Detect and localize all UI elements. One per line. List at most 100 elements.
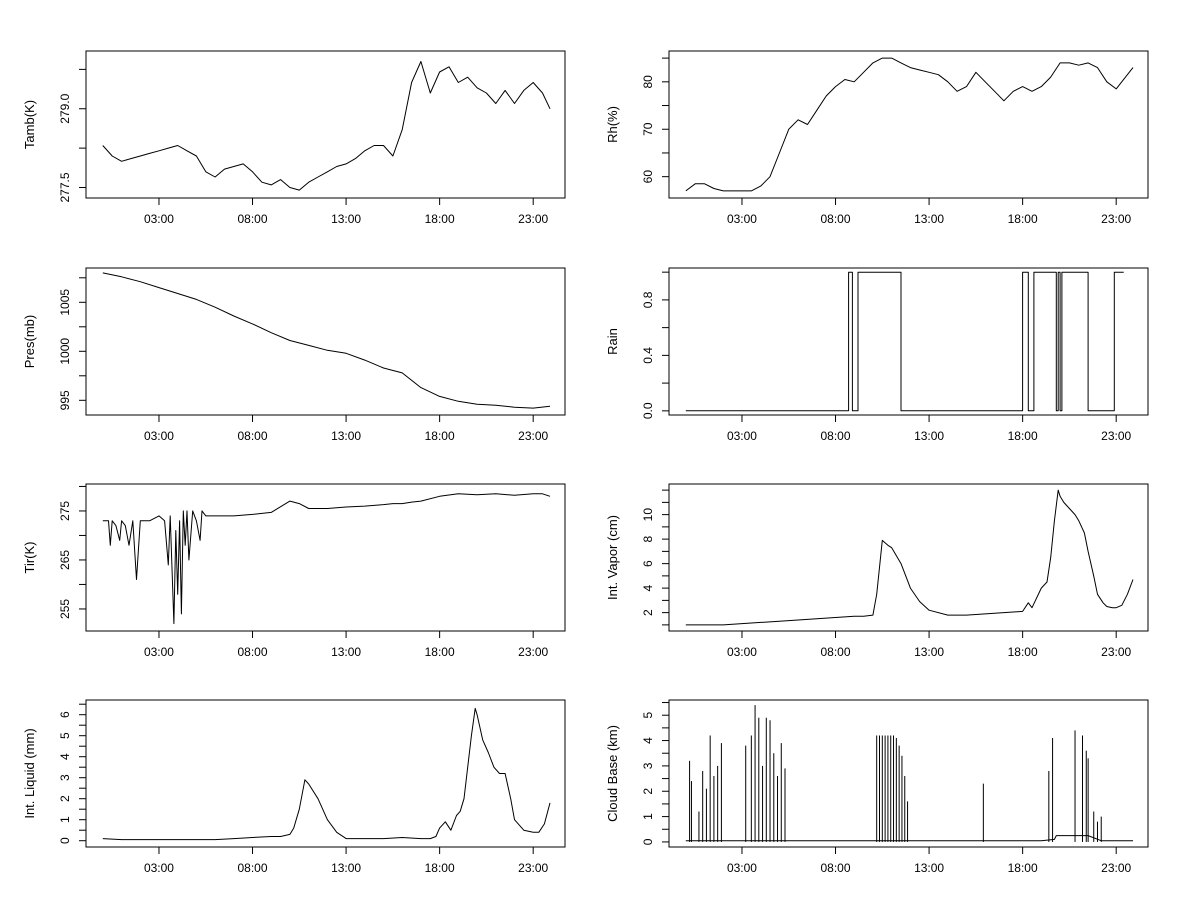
- series-line: [102, 272, 551, 409]
- y-tick-label: 3: [58, 774, 72, 781]
- chart-tamb: 03:00 08:00 13:00 18:00 23:00 277.5 279.0 Tamb(…: [22, 50, 566, 226]
- x-tick-label: 18:00: [1008, 645, 1038, 659]
- y-tick-label: 60: [641, 170, 655, 184]
- x-tick-label: 18:00: [1008, 861, 1038, 875]
- y-tick-label: 0.0: [641, 402, 655, 419]
- plot-frame: [668, 267, 1149, 416]
- plot-frame: [85, 50, 566, 199]
- y-tick-label: 10: [641, 508, 655, 522]
- y-tick-label: 1005: [58, 289, 72, 316]
- x-tick-label: 03:00: [144, 212, 174, 226]
- x-tick-label: 13:00: [914, 645, 944, 659]
- x-tick-label: 13:00: [914, 861, 944, 875]
- x-tick-label: 18:00: [425, 861, 455, 875]
- x-tick-label: 03:00: [727, 429, 757, 443]
- x-tick-label: 03:00: [144, 645, 174, 659]
- y-axis-label: Int. Vapor (cm): [605, 515, 620, 600]
- y-tick-label: 0.4: [641, 347, 655, 364]
- y-tick-label: 1: [641, 813, 655, 820]
- plot-frame: [85, 699, 566, 848]
- x-tick-label: 13:00: [331, 429, 361, 443]
- plot-frame: [85, 483, 566, 632]
- x-tick-label: 08:00: [821, 429, 851, 443]
- x-tick-label: 18:00: [425, 645, 455, 659]
- series-line: [685, 489, 1134, 626]
- x-tick-label: 23:00: [1101, 429, 1131, 443]
- x-tick-label: 08:00: [821, 861, 851, 875]
- x-tick-label: 23:00: [1101, 212, 1131, 226]
- chart-cloudbase: 03:00 08:00 13:00 18:00 23:00 0 1 2 3 4 5 Cloud Bas…: [605, 699, 1149, 875]
- x-tick-label: 23:00: [1101, 861, 1131, 875]
- y-tick-label: 0: [58, 837, 72, 844]
- y-axis-label: Rh(%): [605, 106, 620, 143]
- y-axis-label: Int. Liquid (mm): [22, 728, 37, 818]
- y-tick-label: 5: [641, 712, 655, 719]
- y-tick-label: 277.5: [58, 172, 72, 202]
- x-tick-label: 08:00: [238, 861, 268, 875]
- x-tick-label: 23:00: [518, 429, 548, 443]
- y-tick-label: 8: [641, 535, 655, 542]
- series-line: [685, 57, 1134, 192]
- x-tick-label: 03:00: [144, 429, 174, 443]
- y-tick-label: 0: [641, 838, 655, 845]
- x-tick-label: 08:00: [821, 645, 851, 659]
- y-axis-label: Cloud Base (km): [605, 725, 620, 822]
- series-line: [685, 271, 1124, 412]
- x-tick-label: 08:00: [238, 212, 268, 226]
- x-tick-label: 18:00: [1008, 429, 1038, 443]
- y-tick-label: 3: [641, 762, 655, 769]
- y-tick-label: 4: [641, 737, 655, 744]
- x-tick-label: 03:00: [144, 861, 174, 875]
- chart-liquid: 03:00 08:00 13:00 18:00 23:00 0 1 2 3 4 5 6 Int. Liq…: [22, 699, 566, 875]
- chart-tir: 03:00 08:00 13:00 18:00 23:00 255 265 275 Tir(K): [22, 483, 566, 659]
- chart-rh: 03:00 08:00 13:00 18:00 23:00 60 70 80 Rh(%): [605, 50, 1149, 226]
- x-tick-label: 13:00: [331, 212, 361, 226]
- y-tick-label: 4: [641, 584, 655, 591]
- y-axis-label: Tamb(K): [22, 100, 37, 149]
- y-tick-label: 70: [641, 122, 655, 136]
- x-tick-label: 13:00: [914, 212, 944, 226]
- x-tick-label: 23:00: [518, 212, 548, 226]
- y-tick-label: 6: [641, 560, 655, 567]
- x-tick-label: 18:00: [1008, 212, 1038, 226]
- series-line: [102, 493, 551, 625]
- chart-pres: 03:00 08:00 13:00 18:00 23:00 995 1000 1005 Pres…: [22, 267, 566, 443]
- chart-rain: 03:00 08:00 13:00 18:00 23:00 0.0 0.4 0.8 Rain: [605, 267, 1149, 443]
- x-tick-label: 23:00: [518, 645, 548, 659]
- x-tick-label: 13:00: [331, 861, 361, 875]
- y-tick-label: 995: [58, 390, 72, 410]
- plot-frame: [668, 699, 1149, 848]
- y-tick-label: 2: [58, 795, 72, 802]
- x-tick-label: 08:00: [238, 645, 268, 659]
- y-tick-label: 4: [58, 753, 72, 760]
- y-axis-label: Pres(mb): [22, 315, 37, 368]
- chart-vapor: 03:00 08:00 13:00 18:00 23:00 2 4 6 8 10 Int. Vapo…: [605, 483, 1149, 659]
- y-tick-label: 80: [641, 75, 655, 89]
- x-tick-label: 03:00: [727, 212, 757, 226]
- x-tick-label: 18:00: [425, 212, 455, 226]
- plot-frame: [668, 483, 1149, 632]
- series-line: [102, 707, 551, 841]
- plot-frame: [85, 267, 566, 416]
- x-tick-label: 08:00: [821, 212, 851, 226]
- y-tick-label: 1: [58, 816, 72, 823]
- x-tick-label: 23:00: [1101, 645, 1131, 659]
- y-tick-label: 265: [58, 550, 72, 570]
- y-tick-label: 5: [58, 732, 72, 739]
- y-tick-label: 2: [641, 788, 655, 795]
- x-tick-label: 03:00: [727, 861, 757, 875]
- y-axis-label: Tir(K): [22, 541, 37, 573]
- y-tick-label: 6: [58, 711, 72, 718]
- y-tick-label: 275: [58, 501, 72, 521]
- x-tick-label: 08:00: [238, 429, 268, 443]
- y-tick-label: 0.8: [641, 291, 655, 308]
- series-line: [102, 61, 551, 191]
- y-tick-label: 279.0: [58, 93, 72, 123]
- x-tick-label: 23:00: [518, 861, 548, 875]
- x-tick-label: 03:00: [727, 645, 757, 659]
- x-tick-label: 13:00: [914, 429, 944, 443]
- x-tick-label: 13:00: [331, 645, 361, 659]
- x-tick-label: 18:00: [425, 429, 455, 443]
- plot-frame: [668, 50, 1149, 199]
